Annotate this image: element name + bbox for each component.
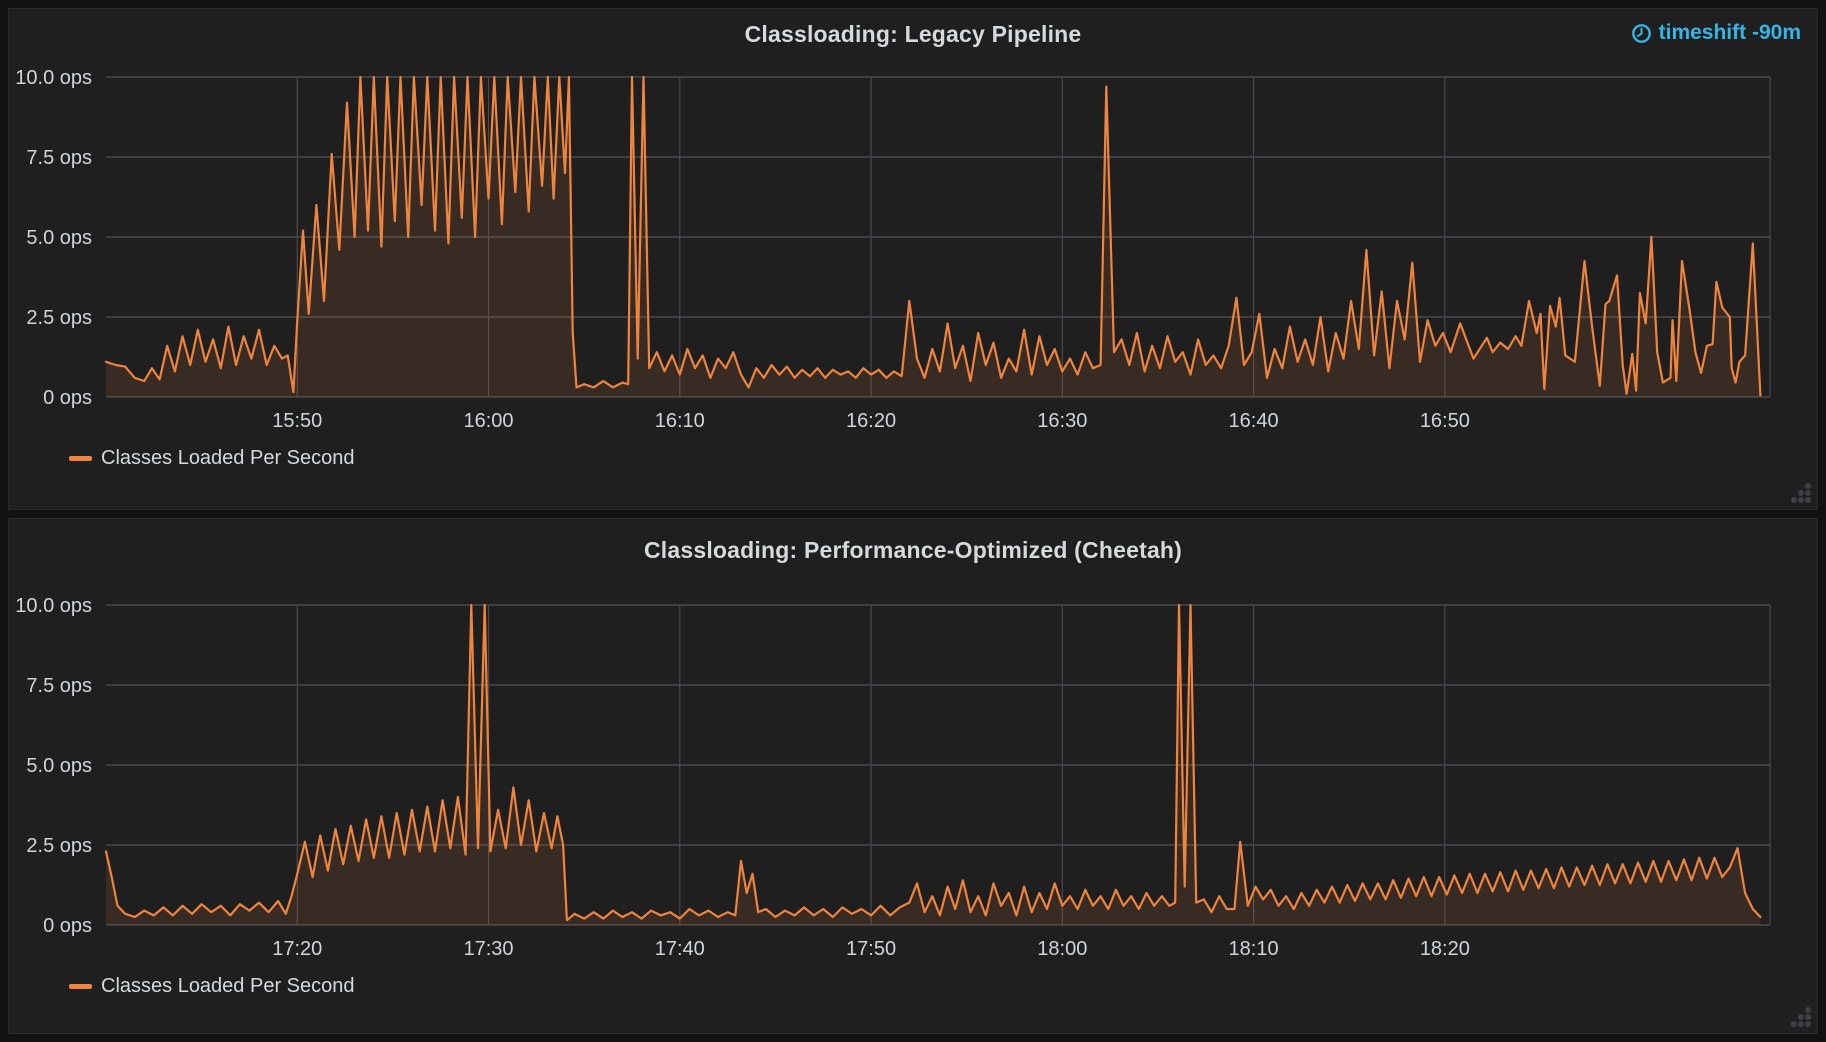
x-axis-tick-label: 17:40 (655, 938, 705, 960)
series-fill (106, 77, 1761, 397)
panel-classloading-legacy: Classloading: Legacy Pipeline timeshift … (8, 8, 1818, 510)
x-axis-tick-label: 16:20 (846, 410, 896, 432)
resize-handle-icon[interactable] (1789, 1005, 1813, 1029)
timeseries-graph[interactable]: 0 ops 2.5 ops 5.0 ops 7.5 ops 10.0 ops 15:50 1… (9, 59, 1819, 439)
y-axis-tick-label: 10.0 ops (15, 595, 92, 617)
legend-color-swatch[interactable] (69, 456, 92, 461)
series-line (104, 603, 1762, 922)
x-axis-tick-label: 18:20 (1420, 938, 1470, 960)
x-axis-tick-label: 15:50 (272, 410, 322, 432)
chart-area: 0 ops 2.5 ops 5.0 ops 7.5 ops 10.0 ops 15:50 1… (9, 59, 1817, 439)
x-axis-tick-label: 18:00 (1037, 938, 1087, 960)
legend-item[interactable]: Classes Loaded Per Second (69, 975, 355, 998)
x-axis-tick-label: 17:20 (272, 938, 322, 960)
series-line (104, 75, 1762, 397)
timeseries-graph[interactable]: 0 ops 2.5 ops 5.0 ops 7.5 ops 10.0 ops 17:20 1… (9, 581, 1819, 967)
panel-classloading-cheetah: Classloading: Performance-Optimized (Che… (8, 518, 1818, 1034)
legend-label[interactable]: Classes Loaded Per Second (101, 975, 355, 997)
x-axis-tick-label: 16:00 (463, 410, 513, 432)
panel-title[interactable]: Classloading: Legacy Pipeline (744, 20, 1082, 47)
y-axis-tick-label: 0 ops (43, 387, 92, 409)
x-axis-tick-label: 18:10 (1229, 938, 1279, 960)
y-axis-tick-label: 7.5 ops (26, 675, 92, 697)
y-axis-tick-label: 2.5 ops (26, 307, 92, 329)
y-axis-tick-label: 0 ops (43, 915, 92, 937)
x-axis-tick-label: 17:30 (463, 938, 513, 960)
timeshift-label: timeshift -90m (1658, 21, 1801, 44)
legend: Classes Loaded Per Second (9, 967, 1817, 1033)
legend-label[interactable]: Classes Loaded Per Second (101, 447, 355, 469)
x-axis-tick-label: 16:30 (1037, 410, 1087, 432)
timeshift-badge: timeshift -90m (1631, 21, 1801, 45)
legend-item[interactable]: Classes Loaded Per Second (69, 447, 355, 470)
x-axis-tick-label: 16:50 (1420, 410, 1470, 432)
x-axis-tick-label: 16:40 (1229, 410, 1279, 432)
y-axis-tick-label: 2.5 ops (26, 835, 92, 857)
panel-title[interactable]: Classloading: Performance-Optimized (Che… (643, 536, 1183, 563)
resize-handle-icon[interactable] (1789, 481, 1813, 505)
y-axis-tick-label: 7.5 ops (26, 147, 92, 169)
panel-header: Classloading: Legacy Pipeline timeshift … (9, 9, 1817, 59)
x-axis-tick-label: 16:10 (655, 410, 705, 432)
y-axis-tick-label: 5.0 ops (26, 755, 92, 777)
chart-area: 0 ops 2.5 ops 5.0 ops 7.5 ops 10.0 ops 17:20 1… (9, 581, 1817, 967)
panel-header: Classloading: Performance-Optimized (Che… (9, 519, 1817, 581)
x-axis-tick-label: 17:50 (846, 938, 896, 960)
series-fill (106, 605, 1761, 925)
y-axis-tick-label: 10.0 ops (15, 67, 92, 89)
y-axis-tick-label: 5.0 ops (26, 227, 92, 249)
clock-icon (1631, 23, 1652, 44)
legend: Classes Loaded Per Second (9, 439, 1817, 509)
legend-color-swatch[interactable] (69, 984, 92, 989)
